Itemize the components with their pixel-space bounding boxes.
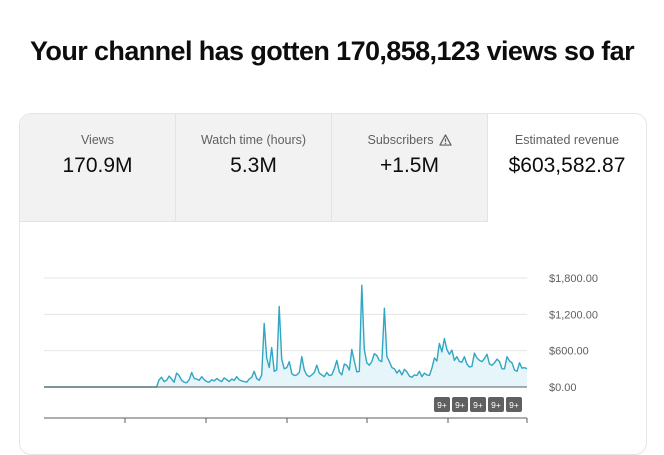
annotation-badges: 9+ 9+ 9+ 9+ 9+	[434, 397, 522, 412]
annotation-badge[interactable]: 9+	[470, 397, 486, 412]
tab-watch-time[interactable]: Watch time (hours) 5.3M	[176, 114, 332, 222]
annotation-badge[interactable]: 9+	[434, 397, 450, 412]
annotation-badge[interactable]: 9+	[488, 397, 504, 412]
tab-subscribers-label: Subscribers	[367, 133, 434, 147]
metric-tabs: Views 170.9M Watch time (hours) 5.3M Sub…	[20, 114, 646, 222]
warning-icon[interactable]	[438, 134, 452, 146]
tab-watch-time-value: 5.3M	[230, 154, 277, 177]
annotation-badge[interactable]: 9+	[452, 397, 468, 412]
tab-views[interactable]: Views 170.9M	[20, 114, 176, 222]
page-headline: Your channel has gotten 170,858,123 view…	[30, 36, 635, 66]
tab-revenue-label: Estimated revenue	[514, 133, 620, 147]
metrics-card: Views 170.9M Watch time (hours) 5.3M Sub…	[19, 113, 647, 455]
tab-views-value: 170.9M	[62, 154, 133, 177]
tab-revenue-value: $603,582.87	[508, 154, 626, 177]
tab-subscribers-value: +1.5M	[380, 154, 439, 177]
annotation-badge[interactable]: 9+	[506, 397, 522, 412]
tab-views-label: Views	[80, 133, 115, 147]
tab-estimated-revenue[interactable]: Estimated revenue $603,582.87	[488, 114, 646, 222]
tab-watch-time-label: Watch time (hours)	[200, 133, 307, 147]
tab-subscribers[interactable]: Subscribers +1.5M	[332, 114, 488, 222]
